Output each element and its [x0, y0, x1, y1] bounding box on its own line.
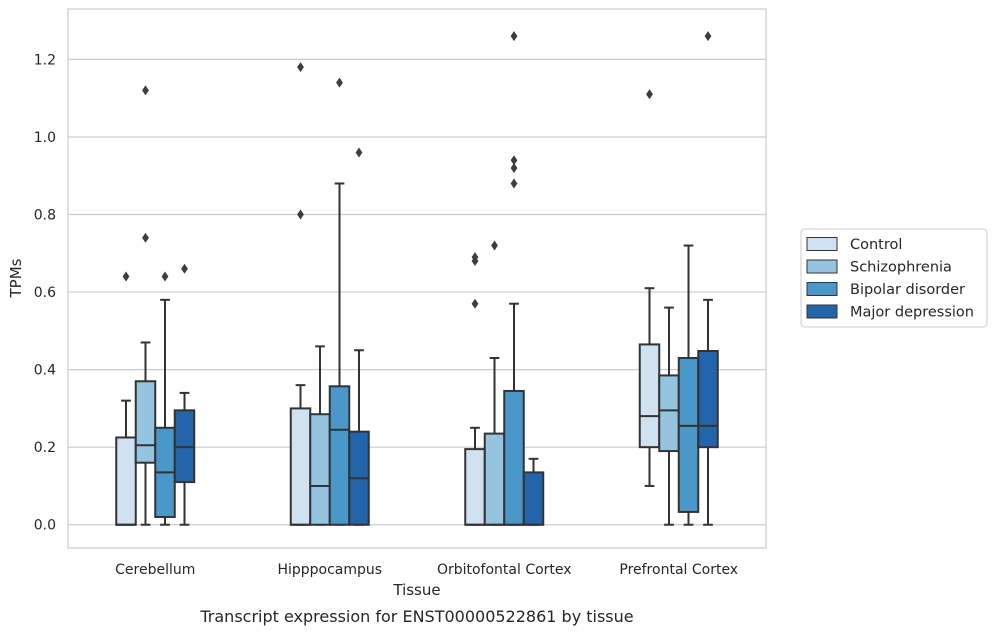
box-schizophrenia — [134, 85, 157, 526]
box-bipolar-disorder — [154, 271, 176, 526]
box-schizophrenia — [483, 240, 506, 526]
y-tick-label: 0.2 — [34, 440, 56, 456]
y-tick-label: 0.4 — [34, 363, 56, 379]
x-tick-labels: Cerebellum Hipppocampus Orbitofontal Corte… — [115, 562, 738, 578]
box-control — [115, 271, 137, 526]
box-body — [309, 413, 331, 526]
outlier-point — [510, 162, 518, 173]
outlier-point — [471, 252, 479, 263]
box-major-depression — [348, 147, 370, 526]
legend-item: Control — [806, 237, 902, 253]
legend-label: Major depression — [850, 305, 974, 321]
y-tick-label: 0.6 — [34, 285, 56, 301]
legend-swatch — [806, 304, 838, 319]
legend: Control Schizophrenia Bipolar disorder Majo… — [800, 228, 988, 328]
box-major-depression — [522, 457, 545, 526]
outlier-point — [510, 31, 518, 42]
x-tick-label: Cerebellum — [115, 562, 195, 578]
outlier-point — [646, 89, 653, 100]
box-body — [289, 407, 312, 526]
outlier-point — [355, 147, 363, 158]
box-body — [638, 343, 661, 449]
box-body — [677, 356, 700, 513]
outlier-point — [122, 271, 130, 282]
outlier-point — [142, 232, 149, 243]
box-body — [697, 350, 719, 449]
legend-frame — [800, 228, 988, 328]
box-schizophrenia — [658, 306, 680, 526]
y-tick-label: 1.2 — [34, 52, 56, 68]
box-body — [483, 432, 506, 526]
x-tick-label: Orbitofontal Cortex — [437, 562, 572, 578]
box-body — [658, 374, 680, 453]
box-body — [134, 380, 157, 464]
outlier-point — [161, 271, 169, 282]
outlier-point — [181, 263, 188, 274]
y-tick-label: 1.0 — [34, 130, 56, 146]
box-bipolar-disorder — [503, 31, 525, 526]
outlier-point — [297, 209, 304, 220]
box-body — [503, 389, 525, 526]
chart-caption: Transcript expression for ENST0000052286… — [199, 607, 633, 626]
legend-swatch — [806, 282, 838, 296]
legend-label: Control — [850, 237, 902, 253]
box-control — [464, 252, 486, 526]
legend-swatch — [806, 237, 838, 251]
outlier-point — [297, 62, 304, 73]
outlier-point — [704, 31, 712, 42]
outlier-point — [336, 77, 343, 88]
y-axis-label: TPMs — [7, 258, 25, 298]
outlier-point — [491, 240, 498, 251]
x-tick-label: Hipppocampus — [277, 562, 382, 578]
legend-item: Schizophrenia — [806, 259, 952, 276]
legend-item: Bipolar disorder — [806, 282, 965, 298]
y-tick-label: 0.8 — [34, 208, 56, 224]
outlier-point — [510, 178, 518, 189]
y-tick-labels: 0.0 0.2 0.4 0.6 0.8 1.0 1.2 — [34, 52, 56, 533]
box-major-depression — [697, 31, 719, 526]
legend-item: Major depression — [806, 304, 974, 321]
box-control — [638, 89, 661, 487]
box-bipolar-disorder — [677, 244, 700, 526]
box-body — [328, 385, 351, 526]
box-major-depression — [173, 263, 196, 526]
x-tick-label: Prefrontal Cortex — [619, 562, 738, 578]
box-bipolar-disorder — [328, 77, 351, 526]
plot-area-frame — [67, 8, 767, 549]
boxes-group — [115, 31, 719, 526]
box-control — [289, 62, 312, 526]
outlier-point — [510, 155, 518, 166]
legend-swatch — [806, 259, 838, 274]
legend-label: Bipolar disorder — [850, 282, 965, 298]
legend-label: Schizophrenia — [850, 260, 952, 276]
outlier-point — [471, 298, 479, 309]
box-body — [464, 448, 486, 526]
outlier-point — [142, 85, 149, 96]
x-axis-label: Tissue — [392, 581, 440, 599]
y-tick-label: 0.0 — [34, 518, 56, 534]
box-body — [115, 436, 137, 526]
box-schizophrenia — [309, 345, 331, 526]
box-body — [522, 471, 545, 526]
